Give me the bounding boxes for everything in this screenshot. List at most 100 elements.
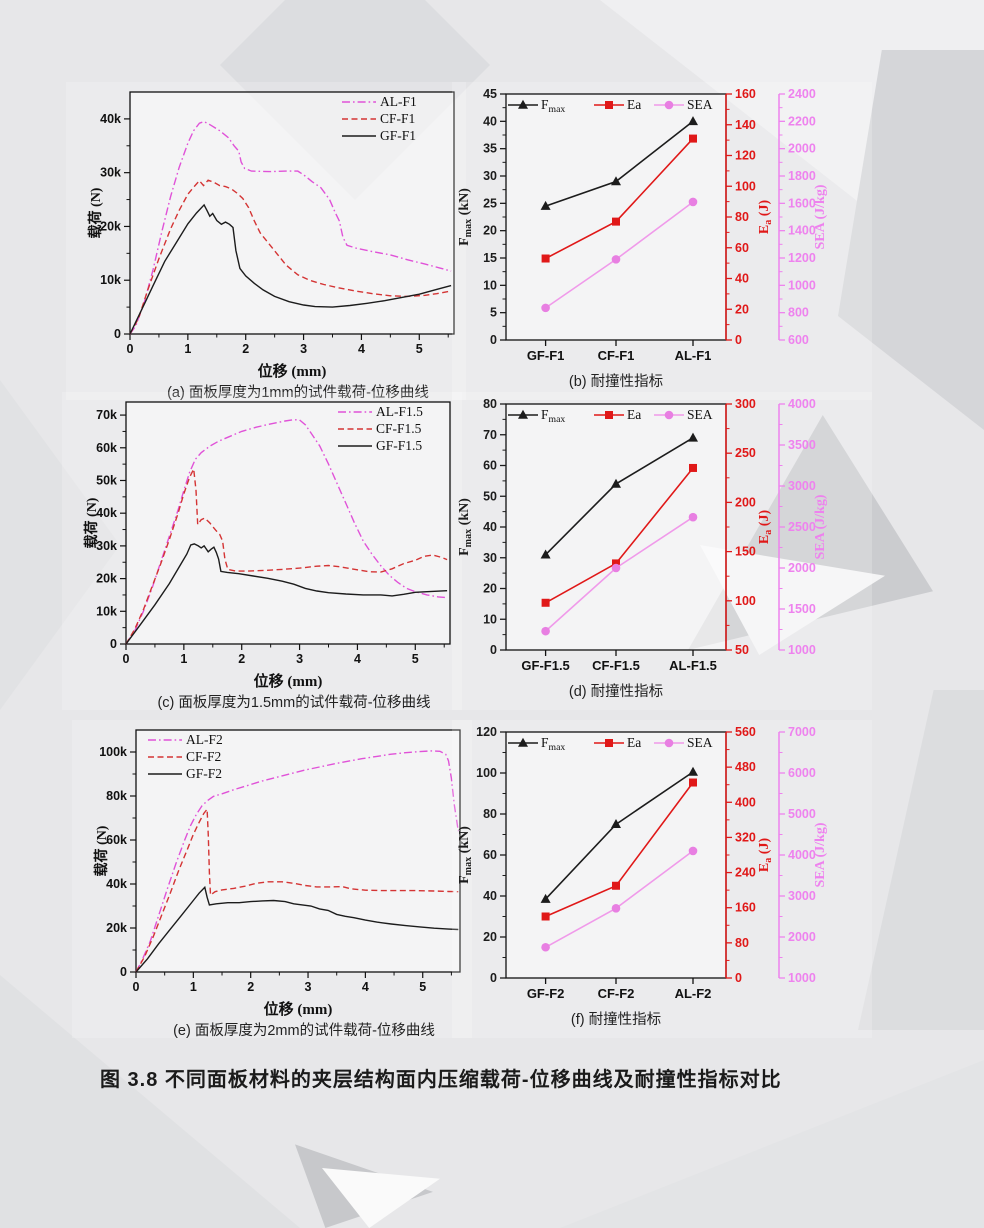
svg-text:10k: 10k (100, 273, 121, 287)
svg-text:160: 160 (735, 901, 756, 915)
svg-text:80: 80 (483, 807, 497, 821)
svg-text:6000: 6000 (788, 766, 816, 780)
svg-text:70: 70 (483, 428, 497, 442)
svg-text:150: 150 (735, 545, 756, 559)
svg-text:(c) 面板厚度为1.5mm的试件载荷-位移曲线: (c) 面板厚度为1.5mm的试件载荷-位移曲线 (157, 693, 430, 710)
svg-text:0: 0 (735, 971, 742, 985)
svg-text:AL-F2: AL-F2 (186, 732, 223, 747)
svg-text:Ea: Ea (627, 735, 641, 750)
svg-text:40: 40 (483, 889, 497, 903)
svg-text:2000: 2000 (788, 561, 816, 575)
svg-text:120: 120 (735, 149, 756, 163)
svg-text:200: 200 (735, 495, 756, 509)
svg-text:Fmax (kN): Fmax (kN) (457, 498, 474, 556)
svg-text:60k: 60k (96, 441, 117, 455)
svg-text:GF-F1.5: GF-F1.5 (376, 438, 422, 453)
svg-text:10: 10 (483, 612, 497, 626)
svg-text:100k: 100k (99, 745, 127, 759)
svg-text:2200: 2200 (788, 114, 816, 128)
svg-text:3000: 3000 (788, 479, 816, 493)
svg-text:5: 5 (490, 306, 497, 320)
svg-text:位移 (mm): 位移 (mm) (258, 362, 327, 380)
svg-text:1000: 1000 (788, 278, 816, 292)
svg-text:0: 0 (120, 965, 127, 979)
svg-text:CF-F1.5: CF-F1.5 (592, 658, 640, 673)
svg-text:60: 60 (483, 848, 497, 862)
svg-text:20: 20 (483, 224, 497, 238)
svg-text:40: 40 (483, 520, 497, 534)
svg-text:3: 3 (305, 980, 312, 994)
svg-text:Ea (J): Ea (J) (757, 838, 774, 873)
svg-text:2400: 2400 (788, 87, 816, 101)
svg-text:SEA: SEA (687, 97, 713, 112)
svg-text:560: 560 (735, 725, 756, 739)
svg-text:AL-F1: AL-F1 (380, 94, 417, 109)
svg-text:(b) 耐撞性指标: (b) 耐撞性指标 (569, 372, 663, 390)
svg-text:30k: 30k (100, 166, 121, 180)
svg-text:0: 0 (127, 342, 134, 356)
svg-text:80: 80 (735, 936, 749, 950)
svg-text:1000: 1000 (788, 643, 816, 657)
svg-text:CF-F1: CF-F1 (598, 348, 635, 363)
svg-text:Ea: Ea (627, 407, 641, 422)
svg-text:4: 4 (354, 652, 361, 666)
svg-text:20: 20 (483, 582, 497, 596)
svg-text:7000: 7000 (788, 725, 816, 739)
svg-text:1: 1 (180, 652, 187, 666)
svg-text:40: 40 (735, 272, 749, 286)
chart-b-crashworthiness-1mm: 0 5 10 15 20 25 30 35 40 45 Fmax (kN) 0 20 40 60 80 100 1… (452, 82, 872, 400)
bg-triangle (858, 690, 984, 1030)
svg-text:4: 4 (362, 980, 369, 994)
svg-text:SEA (J/kg): SEA (J/kg) (813, 822, 828, 887)
svg-text:0: 0 (490, 643, 497, 657)
svg-text:Fmax: Fmax (541, 735, 565, 753)
svg-text:4: 4 (358, 342, 365, 356)
svg-text:CF-F2: CF-F2 (598, 986, 635, 1001)
svg-text:40k: 40k (96, 506, 117, 520)
svg-text:Ea (J): Ea (J) (757, 510, 774, 545)
svg-text:600: 600 (788, 333, 809, 347)
svg-text:1600: 1600 (788, 196, 816, 210)
svg-text:(d) 耐撞性指标: (d) 耐撞性指标 (569, 682, 663, 700)
svg-text:SEA: SEA (687, 735, 713, 750)
svg-text:60: 60 (483, 459, 497, 473)
svg-text:GF-F1.5: GF-F1.5 (521, 658, 569, 673)
svg-text:30k: 30k (96, 539, 117, 553)
svg-text:0: 0 (114, 327, 121, 341)
svg-text:20k: 20k (106, 921, 127, 935)
svg-text:(a) 面板厚度为1mm的试件载荷-位移曲线: (a) 面板厚度为1mm的试件载荷-位移曲线 (167, 383, 429, 400)
svg-text:20k: 20k (100, 219, 121, 233)
svg-text:100: 100 (735, 179, 756, 193)
svg-text:Fmax (kN): Fmax (kN) (457, 188, 474, 246)
svg-text:(f) 耐撞性指标: (f) 耐撞性指标 (571, 1010, 661, 1028)
svg-text:25: 25 (483, 196, 497, 210)
figure-caption: 图 3.8 不同面板材料的夹层结构面内压缩载荷-位移曲线及耐撞性指标对比 (100, 1069, 782, 1091)
svg-text:载荷 (N): 载荷 (N) (93, 825, 110, 876)
svg-text:3: 3 (300, 342, 307, 356)
svg-text:80k: 80k (106, 789, 127, 803)
svg-text:250: 250 (735, 446, 756, 460)
svg-text:480: 480 (735, 760, 756, 774)
svg-text:AL-F2: AL-F2 (675, 986, 712, 1001)
svg-text:10k: 10k (96, 604, 117, 618)
svg-text:5: 5 (416, 342, 423, 356)
svg-text:140: 140 (735, 118, 756, 132)
svg-text:3500: 3500 (788, 438, 816, 452)
svg-text:80: 80 (483, 397, 497, 411)
svg-text:40k: 40k (106, 877, 127, 891)
svg-text:5000: 5000 (788, 807, 816, 821)
svg-text:2: 2 (242, 342, 249, 356)
svg-text:30: 30 (483, 169, 497, 183)
svg-text:70k: 70k (96, 408, 117, 422)
svg-text:35: 35 (483, 142, 497, 156)
svg-text:0: 0 (490, 333, 497, 347)
svg-text:CF-F2: CF-F2 (186, 749, 221, 764)
svg-text:400: 400 (735, 795, 756, 809)
svg-text:1800: 1800 (788, 169, 816, 183)
svg-text:4000: 4000 (788, 848, 816, 862)
svg-text:Fmax: Fmax (541, 407, 565, 425)
svg-text:SEA (J/kg): SEA (J/kg) (813, 184, 828, 249)
svg-text:0: 0 (123, 652, 130, 666)
svg-text:2000: 2000 (788, 142, 816, 156)
svg-text:1200: 1200 (788, 251, 816, 265)
